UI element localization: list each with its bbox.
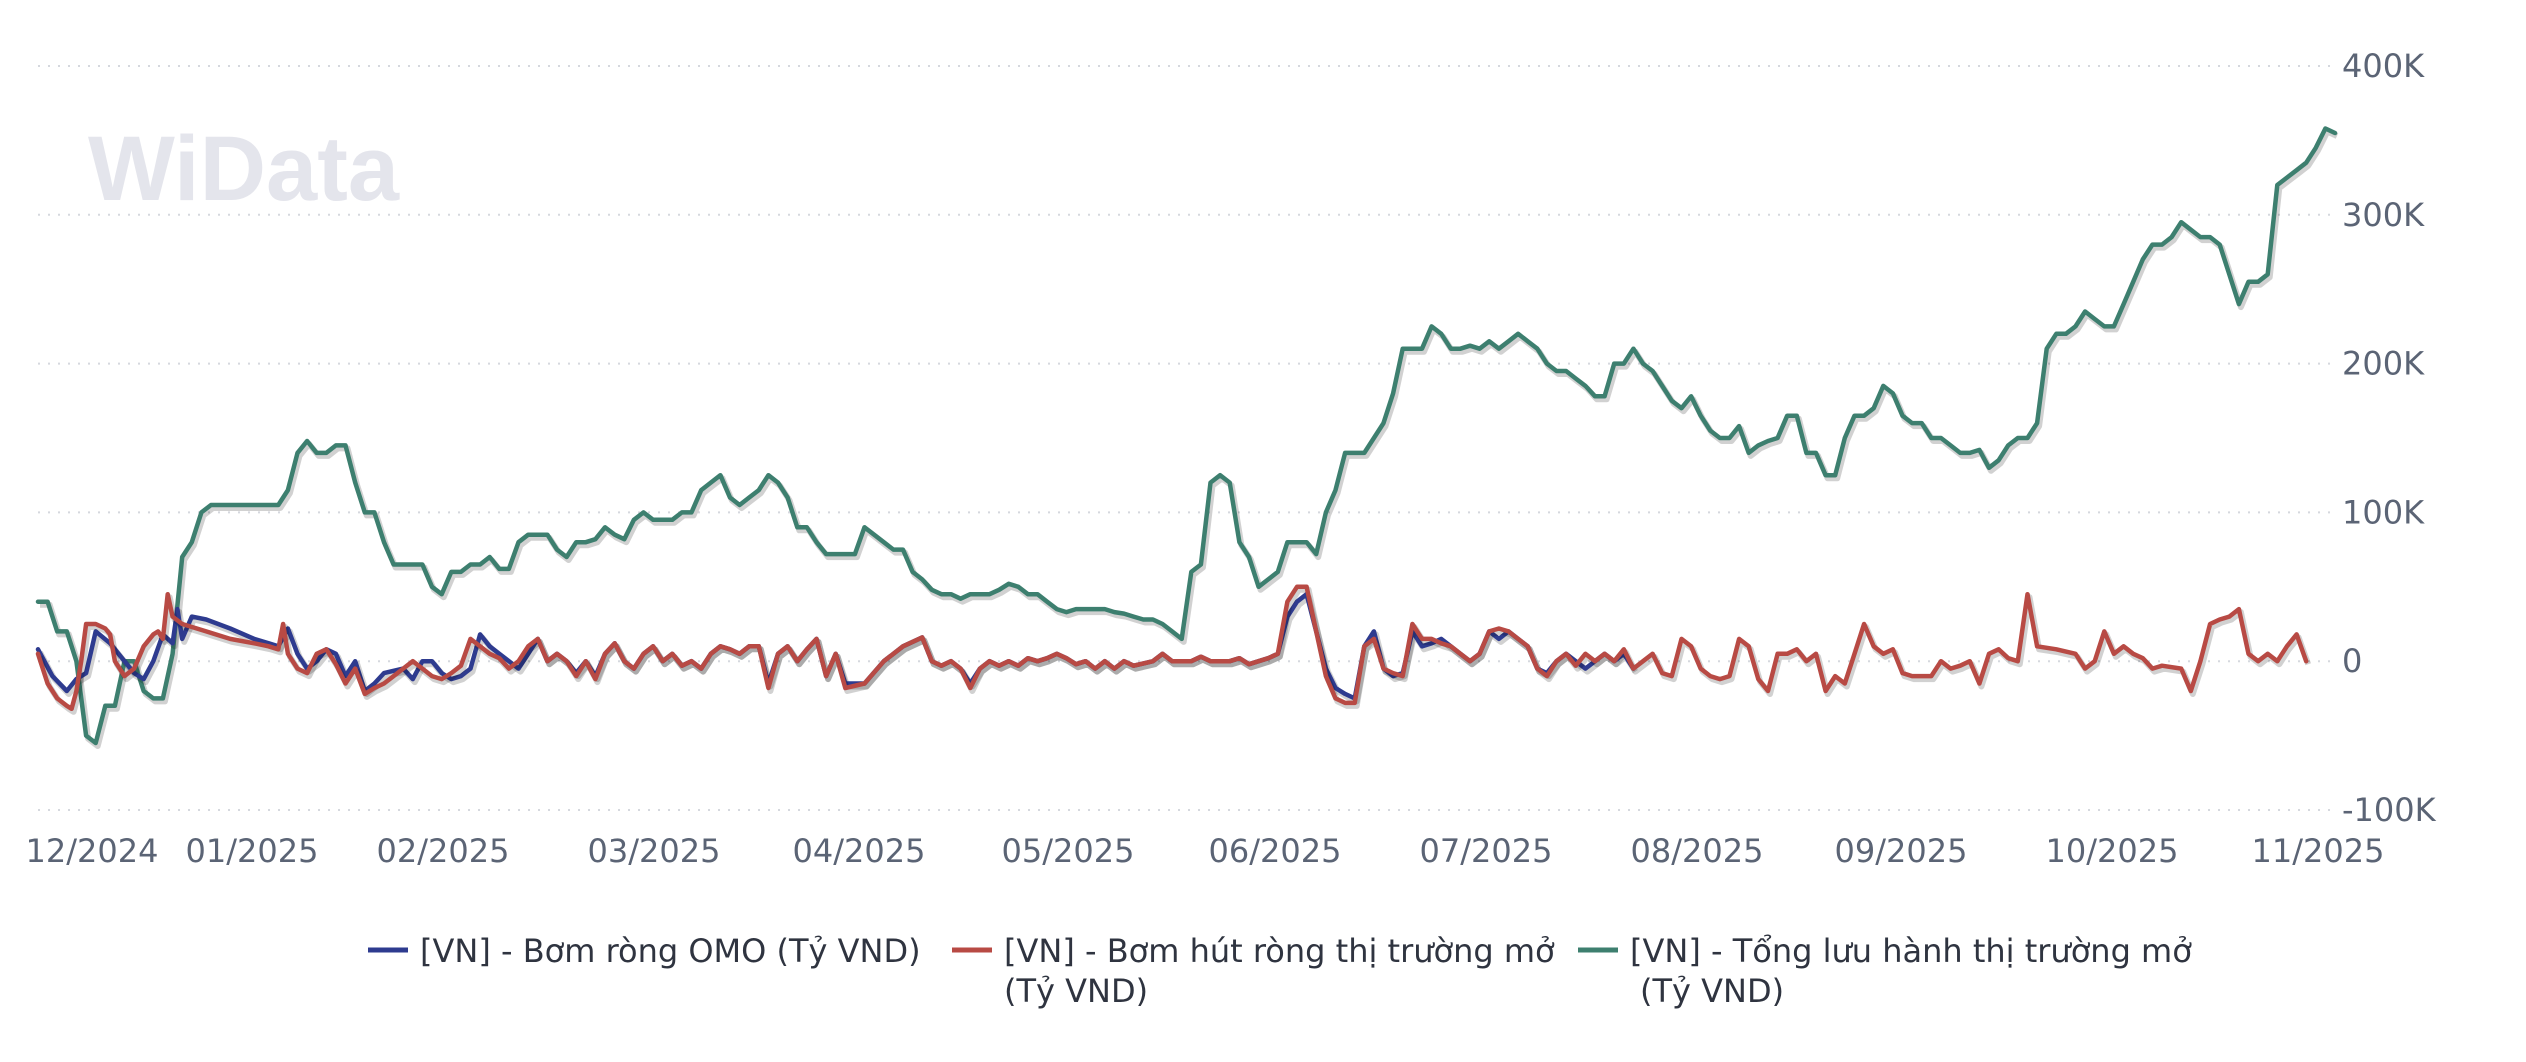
y-axis: 400K 300K 200K 100K 0 -100K xyxy=(2342,47,2437,829)
y-tick-label: 400K xyxy=(2342,47,2425,85)
x-tick-label: 08/2025 xyxy=(1631,832,1764,870)
x-tick-label: 09/2025 xyxy=(1835,832,1968,870)
series-line-1[interactable] xyxy=(35,584,2309,712)
x-tick-label: 10/2025 xyxy=(2046,832,2179,870)
series-line-2[interactable] xyxy=(35,126,2338,746)
watermark-logo: WiData xyxy=(88,118,400,220)
x-tick-label: 01/2025 xyxy=(186,832,319,870)
legend-label[interactable]: (Tỷ VND) xyxy=(1640,972,1784,1010)
series-shadow xyxy=(37,586,2312,715)
grid-lines xyxy=(38,65,2330,811)
y-tick-label: 300K xyxy=(2342,196,2425,234)
watermark-text: WiData xyxy=(88,118,400,220)
series-lines xyxy=(35,126,2339,749)
legend-label[interactable]: [VN] - Bơm ròng OMO (Tỷ VND) xyxy=(420,932,921,970)
y-tick-label: 0 xyxy=(2342,642,2362,680)
legend-label[interactable]: (Tỷ VND) xyxy=(1004,972,1148,1010)
y-tick-label: 200K xyxy=(2342,345,2425,383)
y-tick-label: -100K xyxy=(2342,791,2437,829)
x-tick-label: 07/2025 xyxy=(1420,832,1553,870)
y-tick-label: 100K xyxy=(2342,493,2425,531)
x-tick-label: 12/2024 xyxy=(26,832,159,870)
x-tick-label: 04/2025 xyxy=(793,832,926,870)
legend-label[interactable]: [VN] - Tổng lưu hành thị trường mở xyxy=(1630,932,2192,970)
legend-label[interactable]: [VN] - Bơm hút ròng thị trường mở xyxy=(1004,932,1555,970)
x-tick-label: 02/2025 xyxy=(377,832,510,870)
x-tick-label: 05/2025 xyxy=(1002,832,1135,870)
x-tick-label: 11/2025 xyxy=(2252,832,2385,870)
legend: [VN] - Bơm ròng OMO (Tỷ VND) [VN] - Bơm h… xyxy=(368,932,2192,1010)
series-shadow xyxy=(40,128,2339,749)
x-tick-label: 06/2025 xyxy=(1209,832,1342,870)
x-tick-label: 03/2025 xyxy=(588,832,721,870)
x-axis: 12/2024 01/2025 02/2025 03/2025 04/2025 05/20… xyxy=(26,832,2385,870)
